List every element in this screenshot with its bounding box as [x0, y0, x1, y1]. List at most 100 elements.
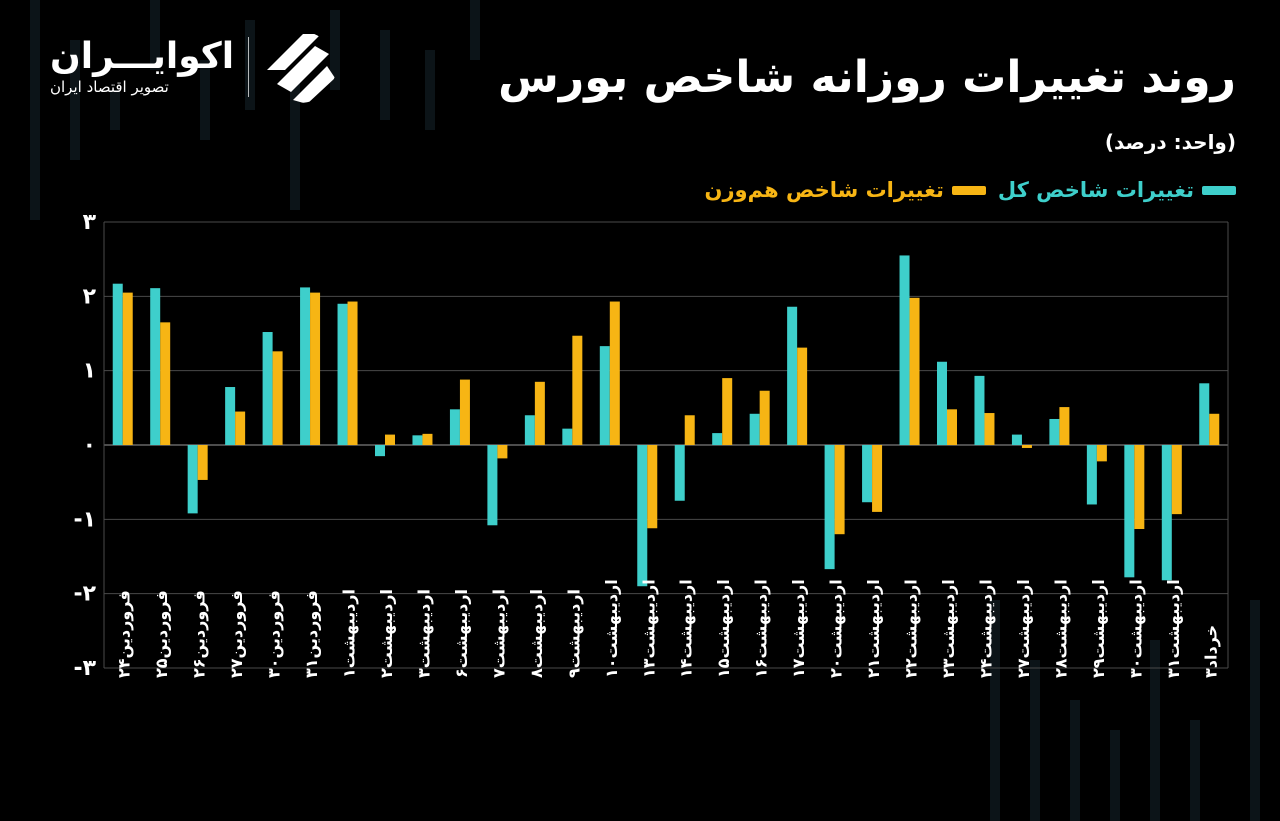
x-tick-label: اردیبهشت۲۸	[1051, 579, 1070, 678]
brand-name: اکوایـــران	[50, 36, 235, 77]
bar-equal	[984, 413, 995, 445]
bg-candle	[70, 40, 80, 160]
bar-total	[300, 287, 311, 445]
bar-equal	[1134, 445, 1145, 529]
bg-candle	[330, 10, 340, 90]
x-tick-label: فروردین۳۰	[265, 590, 284, 678]
bar-total	[937, 361, 947, 445]
x-tick-label: فروردین۲۶	[190, 590, 209, 678]
bar-equal	[759, 390, 770, 445]
x-tick-label: فروردین۳۱	[302, 590, 321, 678]
bar-total	[862, 445, 873, 503]
bg-candle	[425, 50, 435, 130]
x-tick-label: اردیبهشت۱۳	[639, 579, 658, 678]
y-tick-label: ۱	[83, 359, 96, 384]
bar-total	[150, 288, 161, 445]
bg-candle	[1190, 720, 1200, 821]
bg-candle	[470, 0, 480, 60]
bg-candle	[1030, 660, 1040, 821]
bar-total	[524, 415, 535, 445]
x-tick-label: اردیبهشت۹	[564, 589, 583, 678]
bar-total	[225, 387, 236, 445]
legend-label-total: تغییرات شاخص کل	[997, 178, 1194, 202]
bar-equal	[609, 301, 620, 445]
bar-equal	[1171, 445, 1182, 515]
bar-total	[1161, 445, 1172, 581]
bar-total	[487, 445, 498, 526]
bg-candle	[150, 0, 160, 70]
legend-swatch-equal	[951, 185, 986, 195]
bar-total	[262, 332, 273, 445]
bar-total	[899, 255, 910, 445]
chart-unit: (واحد: درصد)	[1104, 130, 1236, 154]
bar-total	[562, 428, 573, 445]
bar-total	[337, 303, 348, 445]
x-tick-label: اردیبهشت۲۹	[1089, 579, 1108, 678]
bg-candle	[990, 600, 1000, 821]
x-tick-label: اردیبهشت۲۴	[976, 579, 995, 678]
x-tick-label: اردیبهشت۷	[489, 589, 508, 678]
x-tick-label: خرداد۳	[1201, 625, 1220, 678]
bar-equal	[797, 347, 808, 445]
bar-total	[974, 375, 985, 445]
legend-swatch-total	[1202, 185, 1236, 195]
x-tick-label: اردیبهشت۲	[377, 589, 396, 678]
brand-separator	[248, 37, 250, 97]
x-tick-label: اردیبهشت۱	[340, 589, 359, 678]
bg-candle	[1150, 640, 1160, 821]
bar-equal	[534, 381, 545, 445]
bg-candle	[1070, 700, 1080, 821]
bar-total	[1086, 445, 1097, 505]
bar-equal	[684, 415, 695, 445]
bar-total	[187, 445, 198, 514]
bar-total	[674, 445, 685, 501]
x-tick-label: اردیبهشت۸	[527, 589, 546, 678]
y-tick-label: ۲	[83, 284, 97, 309]
bar-equal	[459, 379, 470, 445]
bar-equal	[834, 445, 845, 535]
x-tick-label: فروردین۲۷	[227, 590, 246, 678]
bar-equal	[647, 445, 658, 529]
bar-total	[1124, 445, 1135, 578]
x-tick-label: اردیبهشت۱۶	[752, 579, 771, 678]
bg-candle	[30, 0, 40, 220]
x-tick-label: اردیبهشت۳۰	[1126, 579, 1145, 678]
bar-equal	[122, 292, 133, 445]
x-tick-label: فروردین۲۵	[152, 590, 171, 678]
x-tick-label: اردیبهشت۳	[414, 589, 433, 678]
bar-total	[599, 346, 610, 445]
bar-total	[1199, 383, 1210, 445]
x-tick-label: اردیبهشت۲۲	[902, 579, 921, 678]
x-tick-label: اردیبهشت۲۳	[939, 579, 958, 678]
bar-total	[1011, 434, 1022, 445]
brand-logo: اکوایـــران تصویر اقتصاد ایران	[50, 30, 337, 104]
bar-equal	[1059, 407, 1070, 445]
y-tick-label: -۲	[73, 582, 96, 607]
x-tick-label: اردیبهشت۱۵	[714, 579, 733, 678]
bar-total	[824, 445, 835, 570]
bg-candle	[380, 30, 390, 120]
x-tick-label: فروردین۲۴	[115, 590, 134, 678]
bar-equal	[1021, 445, 1032, 448]
bar-equal	[422, 433, 433, 445]
brand-tagline: تصویر اقتصاد ایران	[50, 78, 169, 96]
y-tick-label: ۰	[83, 433, 96, 458]
bar-equal	[909, 297, 920, 445]
chart-title: روند تغییرات روزانه شاخص بورس	[498, 52, 1236, 103]
x-tick-label: اردیبهشت۱۷	[789, 579, 808, 678]
bar-equal	[347, 301, 358, 445]
bar-equal	[385, 434, 395, 445]
brand-text: اکوایـــران تصویر اقتصاد ایران	[50, 37, 234, 97]
legend-item-total: تغییرات شاخص کل	[998, 178, 1236, 202]
bar-total	[787, 306, 798, 445]
bg-candle	[290, 80, 300, 210]
x-tick-label: اردیبهشت۶	[452, 589, 471, 678]
chart-legend: تغییرات شاخص کل تغییرات شاخص هم‌وزن	[705, 178, 1236, 202]
bar-equal	[1096, 445, 1107, 462]
bg-candle	[1110, 730, 1120, 821]
legend-label-equal: تغییرات شاخص هم‌وزن	[704, 178, 944, 202]
bar-equal	[310, 292, 321, 445]
x-tick-label: اردیبهشت۲۰	[827, 579, 846, 678]
